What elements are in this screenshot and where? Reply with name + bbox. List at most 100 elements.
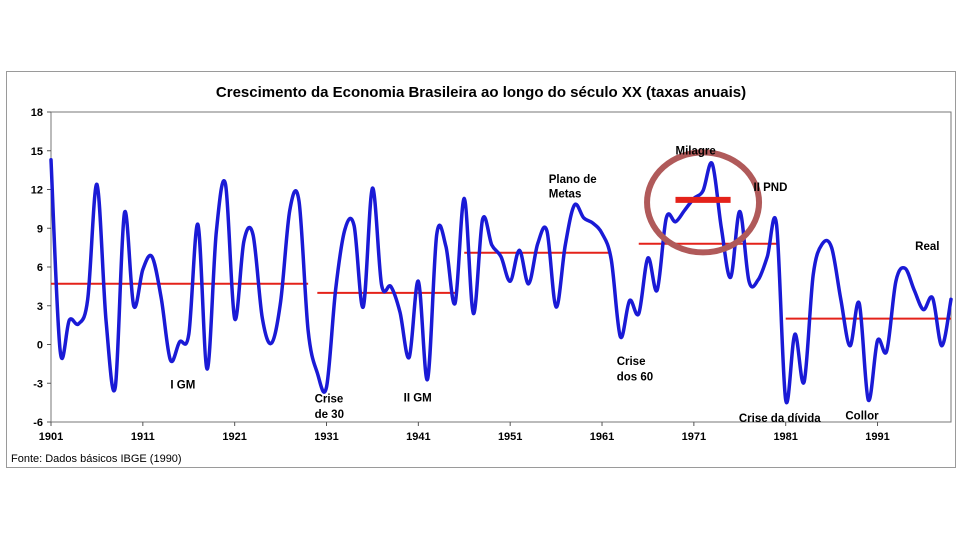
x-tick-label: 1941: [406, 431, 430, 443]
data-point-1997: [931, 297, 933, 299]
data-point-1991: [876, 339, 878, 341]
annotation-plano-metas-line1: Plano de: [549, 174, 597, 186]
x-tick-label: 1931: [314, 431, 338, 443]
data-point-1939: [399, 311, 401, 313]
data-point-1948: [481, 218, 483, 220]
data-point-1967: [656, 289, 658, 291]
chart-title: Crescimento da Economia Brasileira ao lo…: [216, 84, 746, 101]
annotations-layer: I GM Crise de 30 II GM Plano de Metas Crise dos…: [170, 146, 939, 425]
data-point-1928: [298, 200, 300, 202]
data-point-1978: [757, 279, 759, 281]
data-point-1907: [105, 320, 107, 322]
data-point-1930: [316, 372, 318, 374]
data-point-1927: [289, 209, 291, 211]
data-point-1905: [87, 298, 89, 300]
data-point-1958: [573, 204, 575, 206]
x-tick-label: 1971: [682, 431, 706, 443]
data-point-1992: [886, 350, 888, 352]
chart-source: Fonte: Dados básicos IBGE (1990): [11, 453, 182, 465]
data-point-1994: [904, 267, 906, 269]
annotation-plano-metas-line2: Metas: [549, 188, 582, 200]
data-point-1962: [610, 258, 612, 260]
data-point-1904: [77, 323, 79, 325]
data-point-1932: [335, 288, 337, 290]
x-tick-label: 1951: [498, 431, 522, 443]
annotation-real: Real: [915, 241, 939, 253]
y-tick-label: 9: [37, 223, 43, 235]
data-point-1909: [123, 212, 125, 214]
data-point-1940: [408, 356, 410, 358]
y-tick-label: 0: [37, 340, 43, 352]
data-point-1987: [840, 298, 842, 300]
data-point-1941: [417, 280, 419, 282]
data-point-1929: [307, 329, 309, 331]
data-point-1977: [748, 280, 750, 282]
data-point-1965: [638, 312, 640, 314]
data-point-1918: [206, 368, 208, 370]
data-point-1982: [794, 333, 796, 335]
data-point-1969: [674, 221, 676, 223]
data-point-1999: [950, 298, 952, 300]
data-point-1956: [555, 306, 557, 308]
data-point-1976: [739, 210, 741, 212]
data-point-1974: [720, 227, 722, 229]
data-point-1953: [527, 283, 529, 285]
data-point-1955: [546, 230, 548, 232]
data-point-1908: [114, 386, 116, 388]
y-tick-label: -3: [33, 378, 43, 390]
data-point-1901: [50, 159, 52, 161]
data-point-1911: [142, 268, 144, 270]
data-point-1984: [812, 274, 814, 276]
chart-frame: Crescimento da Economia Brasileira ao lo…: [6, 71, 956, 468]
y-tick-label: -6: [33, 417, 43, 429]
data-point-1910: [133, 305, 135, 307]
data-point-1923: [252, 234, 254, 236]
data-point-1906: [96, 183, 98, 185]
data-point-1944: [445, 245, 447, 247]
data-point-1947: [472, 312, 474, 314]
highlight-layer: [644, 149, 763, 256]
y-tick-label: 6: [37, 262, 43, 274]
data-point-1946: [463, 197, 465, 199]
data-point-1925: [270, 342, 272, 344]
data-point-1998: [941, 345, 943, 347]
milagre-circle: [644, 149, 763, 256]
data-point-1922: [243, 240, 245, 242]
data-point-1926: [279, 301, 281, 303]
x-tick-label: 1911: [131, 431, 155, 443]
x-tick-label: 1961: [590, 431, 614, 443]
data-point-1919: [215, 231, 217, 233]
data-point-1934: [353, 225, 355, 227]
data-point-1983: [803, 381, 805, 383]
annotation-crise-30-line1: Crise: [315, 394, 344, 406]
data-point-1913: [160, 297, 162, 299]
data-point-1979: [766, 256, 768, 258]
data-point-1936: [371, 187, 373, 189]
annotation-collor: Collor: [845, 410, 879, 422]
data-point-1993: [895, 280, 897, 282]
data-point-1938: [390, 285, 392, 287]
y-tick-label: 18: [31, 107, 43, 119]
data-point-1914: [169, 359, 171, 361]
annotation-ii-pnd: II PND: [754, 182, 788, 194]
annotation-i-gm: I GM: [170, 379, 195, 391]
data-point-1920: [224, 183, 226, 185]
data-point-1995: [913, 289, 915, 291]
data-point-1964: [628, 299, 630, 301]
x-tick-label: 1991: [865, 431, 889, 443]
data-point-1996: [922, 308, 924, 310]
y-tick-label: 3: [37, 301, 43, 313]
data-point-1961: [601, 232, 603, 234]
data-point-1975: [729, 276, 731, 278]
data-point-1966: [647, 257, 649, 259]
data-point-1981: [785, 399, 787, 401]
data-point-1985: [821, 243, 823, 245]
data-point-1970: [684, 209, 686, 211]
annotation-milagre: Milagre: [675, 146, 715, 158]
data-point-1902: [59, 350, 61, 352]
data-point-1954: [537, 243, 539, 245]
y-tick-label: 15: [31, 146, 43, 158]
data-point-1949: [491, 244, 493, 246]
data-point-1980: [775, 223, 777, 225]
data-point-1963: [619, 336, 621, 338]
